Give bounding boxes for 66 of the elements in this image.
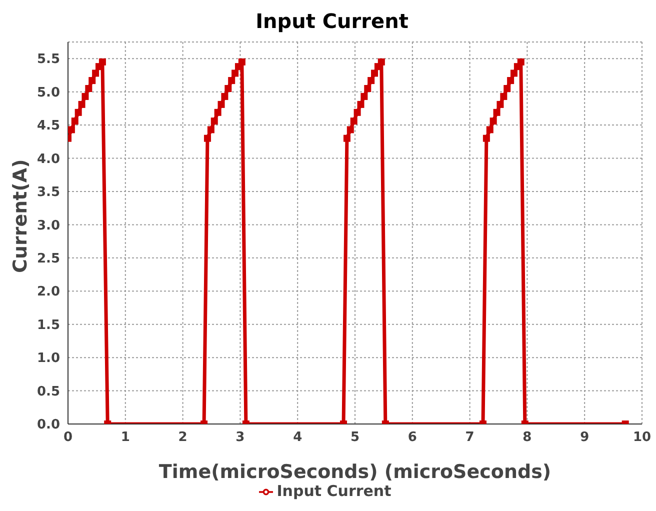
x-tick-label: 4: [293, 430, 302, 446]
point: [82, 92, 89, 100]
point: [360, 92, 368, 100]
point: [496, 100, 504, 108]
x-tick-label: 6: [408, 430, 417, 446]
x-tick-label: 9: [580, 430, 590, 446]
y-tick-label: 4.0: [36, 152, 60, 167]
x-tick-label: 8: [522, 430, 532, 446]
y-axis-title: Current(A): [10, 159, 32, 273]
point: [214, 108, 222, 116]
point: [207, 126, 214, 134]
point: [507, 77, 514, 84]
point: [490, 118, 497, 125]
point: [238, 58, 246, 66]
y-tick-label: 5.5: [36, 52, 60, 68]
point: [350, 118, 358, 125]
y-tick-label: 2.5: [36, 252, 60, 267]
x-tick-label: 10: [632, 430, 652, 446]
point: [224, 85, 232, 92]
legend-label: Input Current: [276, 482, 392, 500]
point: [354, 108, 361, 116]
y-tick-label: 2.0: [36, 284, 60, 300]
x-tick-label: 2: [178, 430, 188, 446]
y-tick-label: 0.0: [36, 418, 60, 433]
y-tick-label: 1.5: [36, 318, 60, 333]
point: [482, 134, 490, 142]
point: [378, 58, 385, 66]
point: [74, 108, 82, 116]
point: [346, 126, 354, 134]
point: [357, 100, 364, 108]
point: [364, 85, 372, 92]
point: [71, 118, 78, 125]
point: [68, 126, 75, 134]
point: [98, 58, 106, 66]
point: [221, 92, 228, 100]
point: [92, 70, 100, 77]
point: [493, 108, 500, 116]
point: [85, 85, 92, 92]
x-tick-label: 5: [350, 430, 360, 446]
point: [368, 77, 375, 84]
y-tick-label: 3.0: [36, 218, 60, 234]
point: [210, 118, 218, 125]
x-tick-label: 1: [120, 430, 130, 446]
point: [78, 100, 86, 108]
point: [486, 126, 494, 134]
point: [517, 58, 524, 66]
x-axis-title: Time(microSeconds) (microSeconds): [158, 461, 552, 483]
point: [510, 70, 518, 77]
x-tick-label: 7: [465, 430, 474, 446]
point: [204, 134, 211, 142]
y-tick-label: 4.5: [36, 118, 60, 134]
y-tick-label: 3.5: [36, 185, 60, 200]
point: [343, 134, 350, 142]
point: [218, 100, 225, 108]
point: [504, 85, 511, 92]
point: [232, 70, 239, 77]
y-tick-label: 1.0: [36, 351, 60, 366]
y-tick-label: 0.5: [36, 384, 60, 400]
y-tick-label: 5.0: [36, 85, 60, 100]
point: [228, 77, 236, 84]
x-tick-label: 0: [63, 430, 73, 446]
chart-title: Input Current: [254, 8, 410, 35]
x-tick-label: 3: [236, 430, 245, 446]
point: [88, 77, 96, 84]
point: [500, 92, 508, 100]
point: [371, 70, 378, 77]
